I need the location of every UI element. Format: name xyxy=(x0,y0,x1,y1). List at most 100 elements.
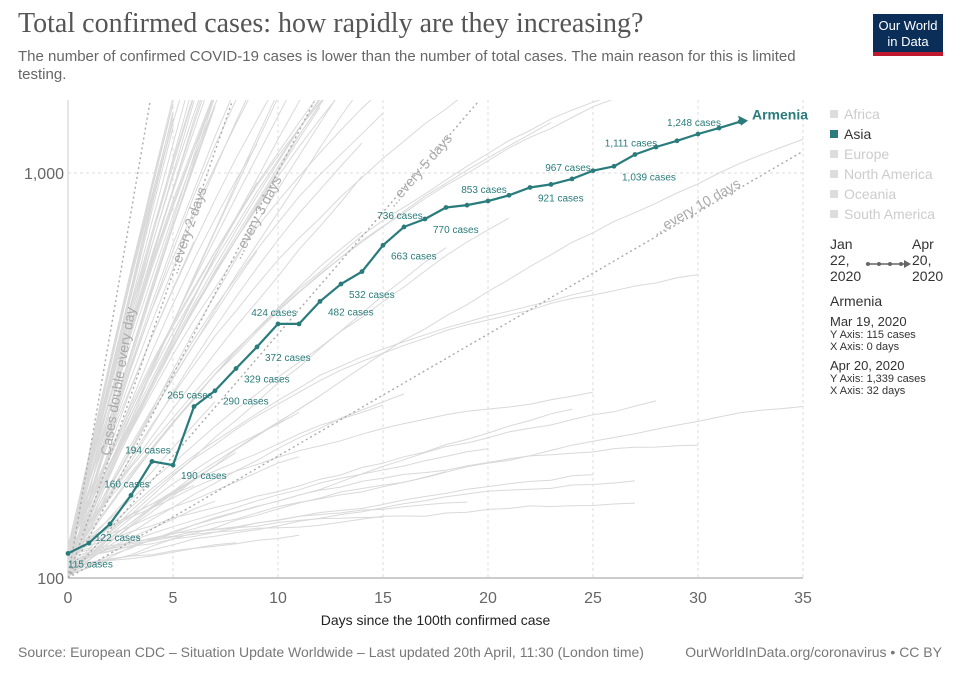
data-label: 190 cases xyxy=(181,471,227,482)
x-axis-title: Days since the 100th confirmed case xyxy=(321,612,551,628)
series-point xyxy=(464,202,470,208)
series-point xyxy=(128,492,134,498)
reference-doubling-line xyxy=(68,150,803,578)
legend-item-europe[interactable]: Europe xyxy=(830,144,935,164)
reference-doubling-line xyxy=(68,101,151,578)
series-point xyxy=(254,344,260,350)
background-series-line xyxy=(68,516,384,554)
legend-label: Africa xyxy=(844,106,880,122)
timeline-track[interactable] xyxy=(864,259,912,269)
data-label: 290 cases xyxy=(223,397,269,408)
legend-swatch xyxy=(830,210,838,218)
legend-swatch xyxy=(830,190,838,198)
series-point xyxy=(611,163,617,169)
x-tick-label: 35 xyxy=(794,590,812,607)
series-point xyxy=(527,185,533,190)
data-label: 194 cases xyxy=(125,445,171,456)
series-point xyxy=(359,269,365,274)
series-point xyxy=(317,298,323,304)
background-series-line xyxy=(68,100,287,549)
legend-swatch xyxy=(830,110,838,118)
data-label: 1,111 cases xyxy=(605,138,657,149)
background-series-line xyxy=(68,103,174,554)
legend-label: Oceania xyxy=(844,186,897,202)
legend-label: Europe xyxy=(844,146,890,162)
series-point xyxy=(653,144,659,150)
series-end-label: Armenia xyxy=(752,107,808,123)
legend-item-asia[interactable]: Asia xyxy=(830,124,935,144)
x-tick-label: 15 xyxy=(374,590,392,607)
data-label: 1,039 cases xyxy=(622,172,676,183)
legend: Africa Asia Europe North America Oceania… xyxy=(830,104,935,224)
timeline-start-date: Jan 22, 2020 xyxy=(830,236,862,284)
legend-label: North America xyxy=(844,166,933,182)
info-country: Armenia xyxy=(830,293,883,309)
license-link[interactable]: OurWorldInData.org/coronavirus • CC BY xyxy=(685,644,942,660)
data-label: 853 cases xyxy=(461,185,507,196)
legend-item-north-america[interactable]: North America xyxy=(830,164,935,184)
data-label: 115 cases xyxy=(68,559,113,570)
background-series-line xyxy=(68,100,320,575)
background-series-line xyxy=(68,405,803,563)
series-point xyxy=(149,459,155,464)
y-tick-label: 1,000 xyxy=(24,166,64,183)
series-point xyxy=(401,224,407,230)
series-point xyxy=(86,540,92,546)
legend-swatch xyxy=(830,130,838,138)
data-label: 122 cases xyxy=(95,533,141,544)
background-series-line xyxy=(68,502,636,558)
logo-line-1: Our World xyxy=(878,18,938,33)
info-last-point: Apr 20, 2020 Y Axis: 1,339 cases X Axis:… xyxy=(830,358,926,398)
background-series-line xyxy=(68,100,324,567)
data-label: 532 cases xyxy=(349,290,395,301)
x-tick-label: 0 xyxy=(64,590,73,607)
background-series-line xyxy=(68,112,384,567)
series-point xyxy=(212,388,218,394)
series-point xyxy=(422,216,428,222)
background-series-line xyxy=(68,274,699,576)
background-series-line xyxy=(68,444,699,574)
x-tick-label: 25 xyxy=(584,590,602,607)
info-last-y: Y Axis: 1,339 cases xyxy=(830,373,926,385)
background-series-line xyxy=(68,100,316,548)
legend-label: Asia xyxy=(844,126,872,142)
source-note: Source: European CDC – Situation Update … xyxy=(18,644,644,660)
legend-label: South America xyxy=(844,206,936,222)
data-label: 736 cases xyxy=(377,211,423,222)
background-series-line xyxy=(68,100,323,553)
background-series-line xyxy=(68,100,459,568)
series-point xyxy=(380,242,386,248)
background-series-line xyxy=(68,100,232,574)
data-label: 265 cases xyxy=(167,391,213,402)
background-series-line xyxy=(68,391,594,553)
logo-line-2: in Data xyxy=(887,34,929,49)
info-first-point: Mar 19, 2020 Y Axis: 115 cases X Axis: 0… xyxy=(830,315,926,354)
legend-swatch xyxy=(830,150,838,158)
background-series-line xyxy=(68,217,510,557)
background-series-line xyxy=(68,400,657,576)
data-label: 372 cases xyxy=(265,353,311,364)
reference-doubling-line xyxy=(68,101,315,578)
series-point xyxy=(443,205,449,210)
background-series-line xyxy=(68,143,258,571)
y-tick-label: 100 xyxy=(37,571,64,588)
info-last-date: Apr 20, 2020 xyxy=(830,358,905,373)
x-tick-label: 10 xyxy=(269,590,287,607)
background-series-line xyxy=(68,534,300,569)
chart-title: Total confirmed cases: how rapidly are t… xyxy=(18,8,644,39)
legend-item-africa[interactable]: Africa xyxy=(830,104,935,124)
legend-item-oceania[interactable]: Oceania xyxy=(830,184,935,204)
data-label: 967 cases xyxy=(545,163,591,174)
data-label: 770 cases xyxy=(433,225,479,236)
series-point xyxy=(338,281,344,287)
reference-doubling-line xyxy=(68,101,233,578)
background-series-line xyxy=(68,411,300,576)
reference-lines-group xyxy=(68,101,803,578)
background-series-line xyxy=(68,100,301,562)
timeline-slider[interactable]: Jan 22, 2020 Apr 20, 2020 xyxy=(830,236,950,286)
info-first-y: Y Axis: 115 cases xyxy=(830,329,916,341)
background-series-line xyxy=(68,408,573,554)
series-point xyxy=(170,462,176,468)
legend-item-south-america[interactable]: South America xyxy=(830,204,935,224)
owid-logo[interactable]: Our World in Data xyxy=(873,14,943,56)
